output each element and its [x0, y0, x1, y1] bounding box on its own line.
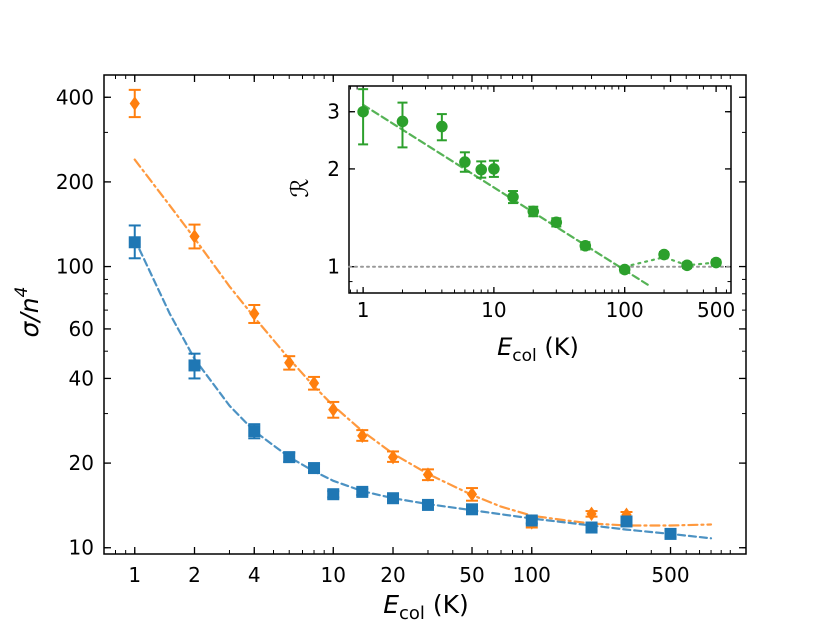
main-tick-labels: 1 2 4 10 20 50 100 500 10 20 40 60 100 200 400: [56, 85, 690, 587]
inset-ratio-point: [357, 105, 369, 118]
main-x-tick-label: 500: [651, 563, 689, 587]
main-orange-point: [357, 428, 368, 444]
inset-ratio-point: [488, 163, 500, 175]
main-orange-point: [284, 355, 295, 370]
main-orange-point: [586, 506, 597, 522]
main-blue-point: [188, 359, 201, 372]
inset-ratio-point: [550, 216, 563, 229]
main-orange-point: [249, 306, 260, 321]
main-x-tick-label: 1: [128, 563, 141, 587]
inset-xlabel-unit: (K): [537, 333, 579, 361]
inset-data-marks: [357, 88, 722, 276]
inset-ratio-point: [618, 263, 631, 276]
main-orange-point: [328, 402, 339, 417]
inset-y-tick-label: 1: [327, 255, 340, 279]
main-blue-point: [466, 503, 479, 516]
main-ticks: [103, 75, 746, 554]
main-orange-point: [387, 449, 399, 465]
inset-x-tick-label: 10: [481, 298, 506, 322]
main-xlabel-unit: (K): [425, 590, 469, 619]
main-y-tick-label: 60: [69, 317, 94, 341]
main-x-tick-label: 4: [248, 563, 261, 587]
main-orange-point: [189, 229, 200, 244]
inset-tick-labels: 1 10 100 500 1 2 3: [327, 100, 735, 322]
main-orange-point: [308, 375, 320, 391]
main-y-tick-label: 10: [69, 536, 94, 560]
inset-ratio-point: [436, 120, 448, 133]
inset-ratio-fit-line: [362, 103, 649, 286]
inset-panel: 1 10 100 500 1 2 3 Ecol (K) ℛ: [286, 85, 735, 366]
main-ylabel-symbol: σ/n: [15, 297, 44, 337]
main-x-axis-label: Ecol (K): [383, 590, 469, 623]
main-ylabel-superscript: 4: [12, 287, 32, 298]
main-blue-point: [664, 527, 677, 540]
main-blue-point: [421, 498, 434, 511]
main-y-tick-label: 200: [56, 170, 94, 194]
inset-ratio-tail-line: [623, 256, 718, 268]
main-orange-point: [422, 467, 434, 482]
inset-x-tick-label: 500: [697, 298, 735, 322]
inset-ratio-point: [459, 156, 471, 168]
inset-xlabel-subscript: col: [512, 346, 536, 366]
inset-x-axis-label: Ecol (K): [497, 333, 579, 366]
main-y-tick-label: 100: [56, 255, 94, 279]
main-blue-point: [128, 236, 141, 249]
inset-y-tick-label: 2: [327, 157, 340, 181]
main-blue-point: [248, 425, 261, 438]
main-y-tick-label: 20: [69, 451, 94, 475]
inset-ratio-point: [579, 239, 592, 252]
main-blue-point: [585, 521, 598, 534]
main-x-tick-label: 10: [321, 563, 346, 587]
inset-y-axis-label: ℛ: [286, 178, 314, 197]
main-x-tick-label: 50: [459, 563, 484, 587]
main-orange-point: [129, 96, 140, 111]
inset-ratio-point: [710, 256, 722, 269]
main-x-tick-label: 20: [380, 563, 405, 587]
inset-ratio-point: [475, 163, 487, 176]
inset-x-tick-label: 1: [357, 298, 370, 322]
inset-fit-lines: [362, 103, 718, 286]
main-blue-point: [356, 485, 369, 498]
main-blue-point: [327, 488, 340, 501]
inset-x-tick-label: 100: [606, 298, 644, 322]
inset-ratio-point: [527, 205, 540, 218]
inset-y-tick-label: 3: [327, 100, 340, 124]
inset-plot-frame: [348, 85, 732, 294]
inset-ratio-point: [507, 191, 519, 203]
main-y-tick-label: 40: [69, 366, 94, 390]
inset-ratio-point: [681, 259, 693, 272]
main-orange-point: [466, 487, 478, 502]
main-y-tick-label: 400: [56, 85, 94, 109]
main-x-tick-label: 2: [188, 563, 201, 587]
inset-ratio-point: [396, 115, 409, 128]
main-blue-point: [620, 515, 633, 528]
main-xlabel-symbol: E: [383, 590, 399, 619]
main-blue-point: [525, 514, 538, 527]
main-x-tick-label: 100: [513, 563, 551, 587]
main-y-axis-label: σ/n4: [12, 287, 44, 338]
main-blue-point: [283, 451, 296, 464]
main-data-marks: [128, 88, 677, 540]
inset-xlabel-symbol: E: [497, 333, 513, 361]
inset-ratio-point: [658, 248, 670, 261]
main-blue-point: [308, 462, 321, 475]
main-blue-point: [387, 492, 400, 505]
main-xlabel-subscript: col: [399, 603, 425, 623]
